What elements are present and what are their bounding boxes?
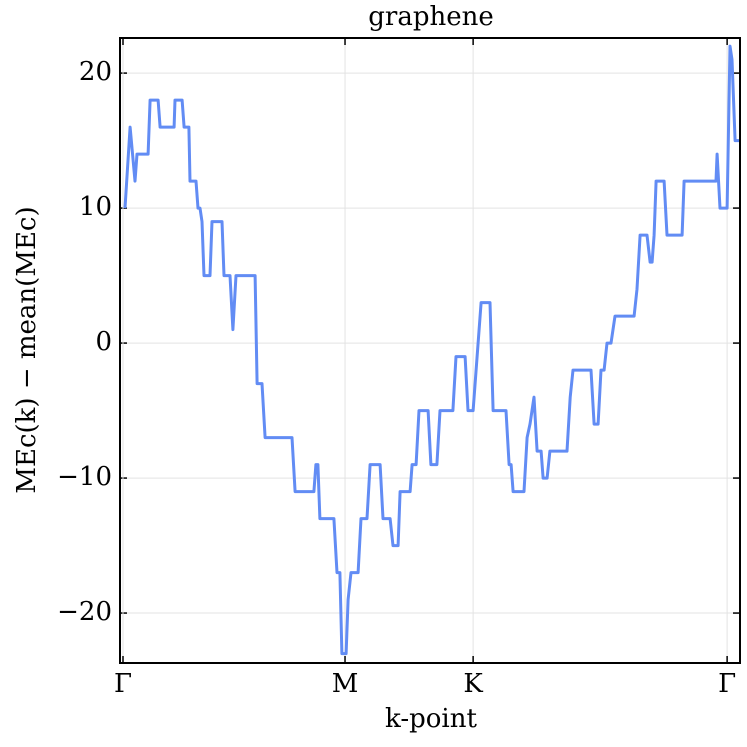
plot-frame [119,37,741,664]
data-line [123,44,740,656]
y-tick-label: 20 [79,57,112,87]
x-axis-label: k-point [385,704,477,734]
y-tick-label: 10 [79,192,112,222]
y-tick-label: 0 [95,327,112,357]
x-tick-label: Γ [114,669,132,699]
x-tick-label: Γ [718,669,736,699]
x-tick-label: M [332,669,359,699]
y-tick-label: −20 [57,597,112,627]
y-axis-label: MEc(k) − mean(MEc) [12,206,42,493]
chart-title: graphene [368,2,493,32]
x-tick-label: K [463,669,483,699]
y-tick-label: −10 [57,462,112,492]
